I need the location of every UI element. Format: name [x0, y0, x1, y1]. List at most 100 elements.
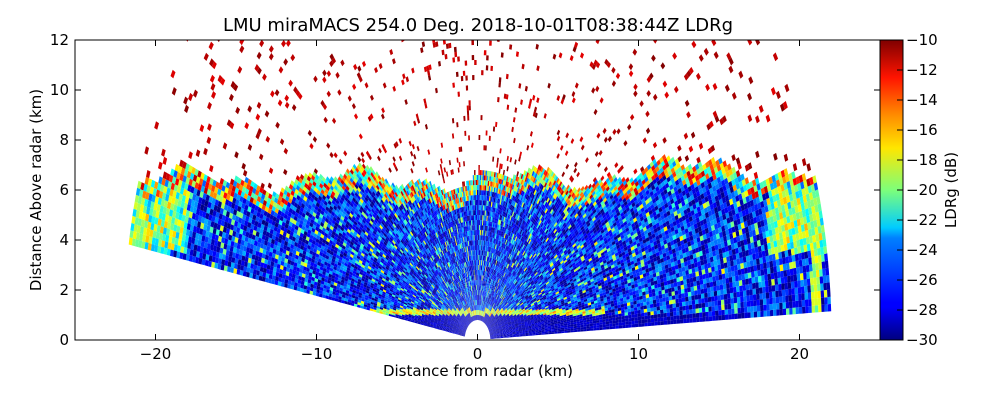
- radar-gate: [511, 324, 515, 327]
- radar-gate: [750, 205, 756, 213]
- radar-gate: [541, 331, 545, 334]
- radar-gate: [737, 241, 742, 248]
- radar-gate: [693, 192, 698, 199]
- radar-gate: [766, 298, 770, 305]
- radar-gate: [794, 287, 799, 295]
- radar-gate: [496, 331, 500, 334]
- radar-gate: [799, 266, 804, 274]
- radar-gate: [536, 296, 540, 301]
- radar-gate: [682, 233, 687, 240]
- radar-gate: [638, 249, 642, 254]
- radar-gate: [783, 243, 788, 251]
- radar-gate: [582, 311, 586, 314]
- radar-gate: [493, 334, 497, 336]
- radar-gate: [815, 233, 820, 242]
- radar-gate: [711, 245, 716, 252]
- radar-gate: [635, 289, 639, 295]
- radar-gate: [662, 269, 666, 275]
- radar-gate: [627, 311, 632, 316]
- radar-gate: [572, 274, 576, 279]
- radar-gate: [655, 251, 660, 257]
- radar-gate: [490, 335, 494, 337]
- radar-gate: [515, 328, 519, 330]
- radar-gate: [499, 335, 504, 337]
- radar-gate: [749, 254, 753, 261]
- radar-gate: [586, 323, 590, 327]
- radar-gate: [639, 240, 644, 246]
- radar-gate: [727, 244, 732, 251]
- radar-gate: [544, 301, 548, 305]
- radar-gate: [526, 315, 531, 319]
- radar-gate: [718, 169, 723, 177]
- radar-gate: [518, 322, 522, 325]
- radar-gate: [765, 286, 769, 293]
- radar-gate: [624, 283, 629, 288]
- radar-gate: [525, 325, 529, 328]
- radar-gate: [808, 228, 813, 237]
- radar-gate: [789, 261, 793, 270]
- radar-gate: [564, 285, 568, 290]
- radar-gate: [589, 321, 593, 324]
- radar-gate: [565, 311, 570, 315]
- radar-gate: [692, 313, 696, 318]
- radar-gate: [651, 265, 656, 271]
- radar-gate: [672, 299, 676, 304]
- radar-gate: [561, 305, 566, 309]
- radar-gate: [768, 190, 773, 198]
- radar-gate: [563, 314, 567, 317]
- radar-gate: [699, 204, 704, 211]
- radar-gate: [633, 307, 638, 311]
- radar-gate: [519, 335, 523, 337]
- radar-gate: [587, 266, 591, 271]
- radar-gate: [522, 333, 526, 335]
- radar-gate: [503, 333, 507, 335]
- radar-gate: [524, 306, 528, 310]
- radar-gate: [564, 302, 568, 306]
- radar-gate: [489, 330, 493, 333]
- radar-gate: [797, 280, 801, 288]
- radar-gate: [671, 248, 676, 254]
- radar-gate: [767, 203, 772, 212]
- radar-gate: [604, 307, 609, 312]
- radar-gate: [688, 304, 693, 310]
- radar-gate: [581, 302, 585, 306]
- radar-gate: [560, 327, 565, 330]
- radar-gate: [603, 262, 608, 267]
- radar-gate: [559, 313, 563, 317]
- radar-gate: [790, 241, 794, 249]
- radar-gate: [700, 240, 705, 246]
- radar-gate: [554, 286, 558, 290]
- radar-gate: [727, 222, 732, 229]
- radar-gate: [657, 262, 662, 268]
- radar-gate: [562, 289, 566, 293]
- radar-gate: [788, 172, 793, 181]
- radar-gate: [682, 275, 687, 281]
- radar-gate: [533, 298, 537, 303]
- radar-gate: [616, 128, 621, 135]
- radar-gate: [652, 236, 657, 243]
- radar-gate: [566, 280, 571, 284]
- radar-gate: [676, 315, 680, 320]
- radar-gate: [522, 309, 526, 312]
- radar-gate: [552, 310, 556, 314]
- radar-gate: [492, 328, 496, 331]
- radar-gate: [796, 218, 801, 227]
- radar-gate: [558, 304, 562, 308]
- radar-gate: [772, 303, 777, 310]
- radar-gate: [558, 308, 563, 311]
- radar-gate: [634, 279, 638, 285]
- radar-gate: [659, 305, 664, 310]
- radar-gate: [509, 329, 513, 331]
- radar-gate: [585, 307, 589, 311]
- radar-gate: [579, 263, 584, 269]
- radar-gate: [714, 300, 718, 306]
- radar-gate: [565, 289, 569, 293]
- radar-gate: [625, 286, 629, 291]
- radar-gate: [666, 316, 671, 321]
- radar-gate: [749, 260, 754, 267]
- radar-gate: [777, 277, 782, 285]
- radar-gate: [563, 294, 567, 299]
- radar-gate: [568, 304, 572, 308]
- radar-gate: [672, 273, 677, 279]
- radar-gate: [654, 248, 659, 254]
